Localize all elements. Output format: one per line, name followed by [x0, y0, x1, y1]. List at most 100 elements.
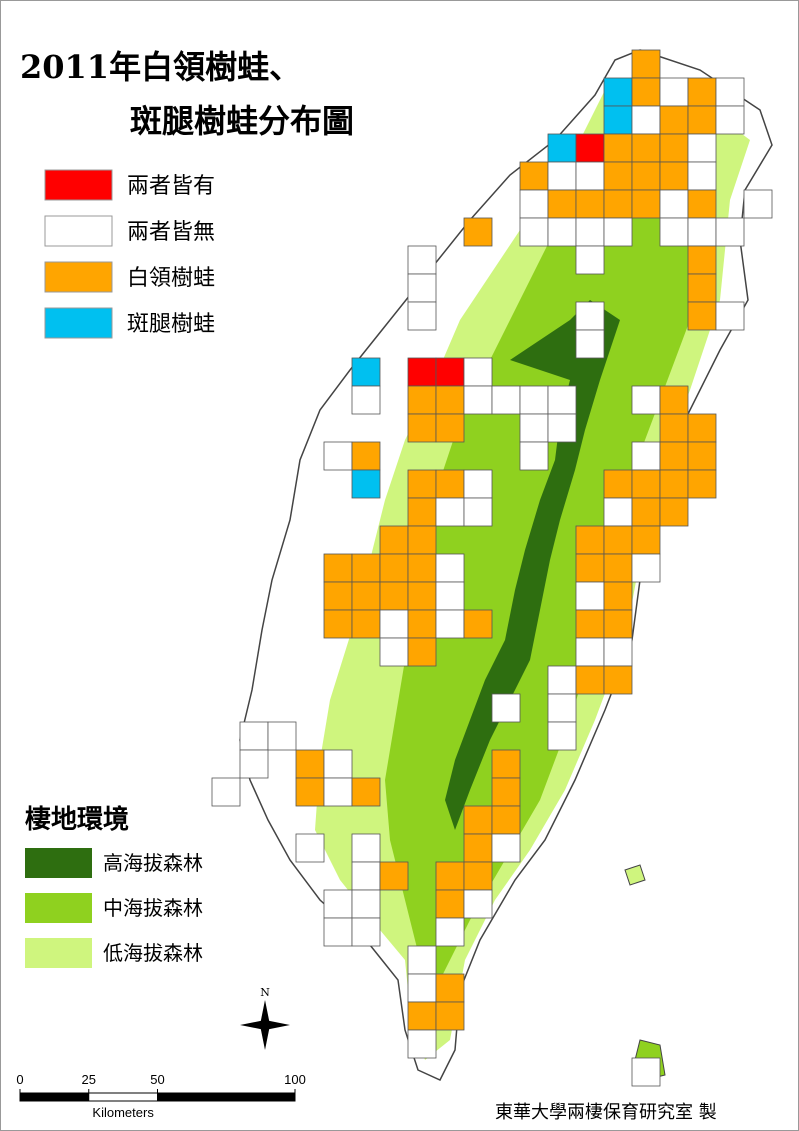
legend-label: 白領樹蛙 [127, 266, 215, 291]
grid-cell [435, 413, 465, 443]
grid-cell [407, 973, 437, 1003]
grid-cell [687, 217, 717, 247]
grid-cell [687, 273, 717, 303]
grid-cell [687, 77, 717, 107]
grid-cell [435, 973, 465, 1003]
legend-label: 斑腿樹蛙 [127, 312, 215, 337]
grid-cell [603, 189, 633, 219]
grid-cell [603, 77, 633, 107]
scale-bar: 0 25 50 100 Kilometers [16, 1072, 305, 1120]
grid-cell [407, 581, 437, 611]
grid-cell [519, 441, 549, 471]
grid-cell [351, 833, 381, 863]
grid-cell [407, 525, 437, 555]
grid-cell [575, 217, 605, 247]
grid-cell [575, 329, 605, 359]
scale-segment [19, 1092, 90, 1102]
grid-cell [603, 581, 633, 611]
grid-cell [519, 385, 549, 415]
grid-cell [491, 693, 521, 723]
grid-cell [547, 721, 577, 751]
north-label: N [260, 986, 270, 999]
title-line-2: 斑腿樹蛙分布圖 [130, 102, 354, 140]
grid-cell [295, 777, 325, 807]
scale-tick-label: 0 [16, 1072, 23, 1087]
grid-cell [435, 469, 465, 499]
grid-cell [575, 665, 605, 695]
legend-swatch [44, 307, 113, 339]
grid-cell [379, 609, 409, 639]
grid-cell [603, 161, 633, 191]
scale-tick-label: 100 [284, 1072, 306, 1087]
grid-cell [463, 861, 493, 891]
grid-cell [631, 1057, 661, 1087]
grid-cell [463, 833, 493, 863]
grid-cell [295, 749, 325, 779]
grid-cell [407, 273, 437, 303]
grid-cell [407, 945, 437, 975]
grid-cell [687, 301, 717, 331]
grid-cell [547, 413, 577, 443]
grid-cell [631, 525, 661, 555]
grid-cell [631, 49, 661, 79]
grid-cell [631, 133, 661, 163]
grid-cell [687, 189, 717, 219]
grid-cell [519, 161, 549, 191]
grid-cell [687, 441, 717, 471]
grid-cell [715, 217, 745, 247]
grid-cell [631, 161, 661, 191]
grid-cell [603, 497, 633, 527]
grid-cell [323, 917, 353, 947]
habitat-swatch [25, 938, 92, 968]
grid-cell [351, 889, 381, 919]
grid-cell [687, 161, 717, 191]
grid-cell [351, 357, 381, 387]
habitat-title: 棲地環境 [25, 804, 129, 835]
grid-cell [631, 385, 661, 415]
grid-cell [407, 385, 437, 415]
grid-cell [575, 161, 605, 191]
grid-cell [407, 553, 437, 583]
grid-cell [295, 833, 325, 863]
legend-swatch [44, 215, 113, 247]
grid-cell [435, 1001, 465, 1031]
grid-cell [603, 525, 633, 555]
grid-cell [435, 609, 465, 639]
grid-cell [407, 1001, 437, 1031]
island [239, 49, 773, 1081]
grid-cell [575, 553, 605, 583]
scale-segment [157, 1092, 296, 1102]
legend-label: 兩者皆有 [127, 174, 215, 199]
grid-cell [631, 189, 661, 219]
grid-cell [463, 889, 493, 919]
grid-cell [547, 161, 577, 191]
grid-cell [547, 385, 577, 415]
grid-cell [519, 413, 549, 443]
grid-cell [351, 917, 381, 947]
grid-cell [575, 245, 605, 275]
grid-cell [323, 553, 353, 583]
grid-cell [351, 861, 381, 891]
grid-cell [407, 413, 437, 443]
grid-cell [407, 1029, 437, 1059]
grid-cell [687, 105, 717, 135]
grid-cell [659, 469, 689, 499]
scale-segment [88, 1092, 158, 1102]
grid-cell [351, 609, 381, 639]
grid-cell [547, 189, 577, 219]
grid-cell [575, 525, 605, 555]
legend-label: 兩者皆無 [127, 220, 215, 245]
grid-cell [603, 665, 633, 695]
grid-cell [547, 133, 577, 163]
grid-cell [575, 637, 605, 667]
grid-cell [323, 749, 353, 779]
grid-cell [491, 749, 521, 779]
grid-cell [407, 245, 437, 275]
grid-cell [575, 609, 605, 639]
grid-cell [491, 805, 521, 835]
scale-tick-label: 50 [150, 1072, 164, 1087]
grid-cell [687, 413, 717, 443]
